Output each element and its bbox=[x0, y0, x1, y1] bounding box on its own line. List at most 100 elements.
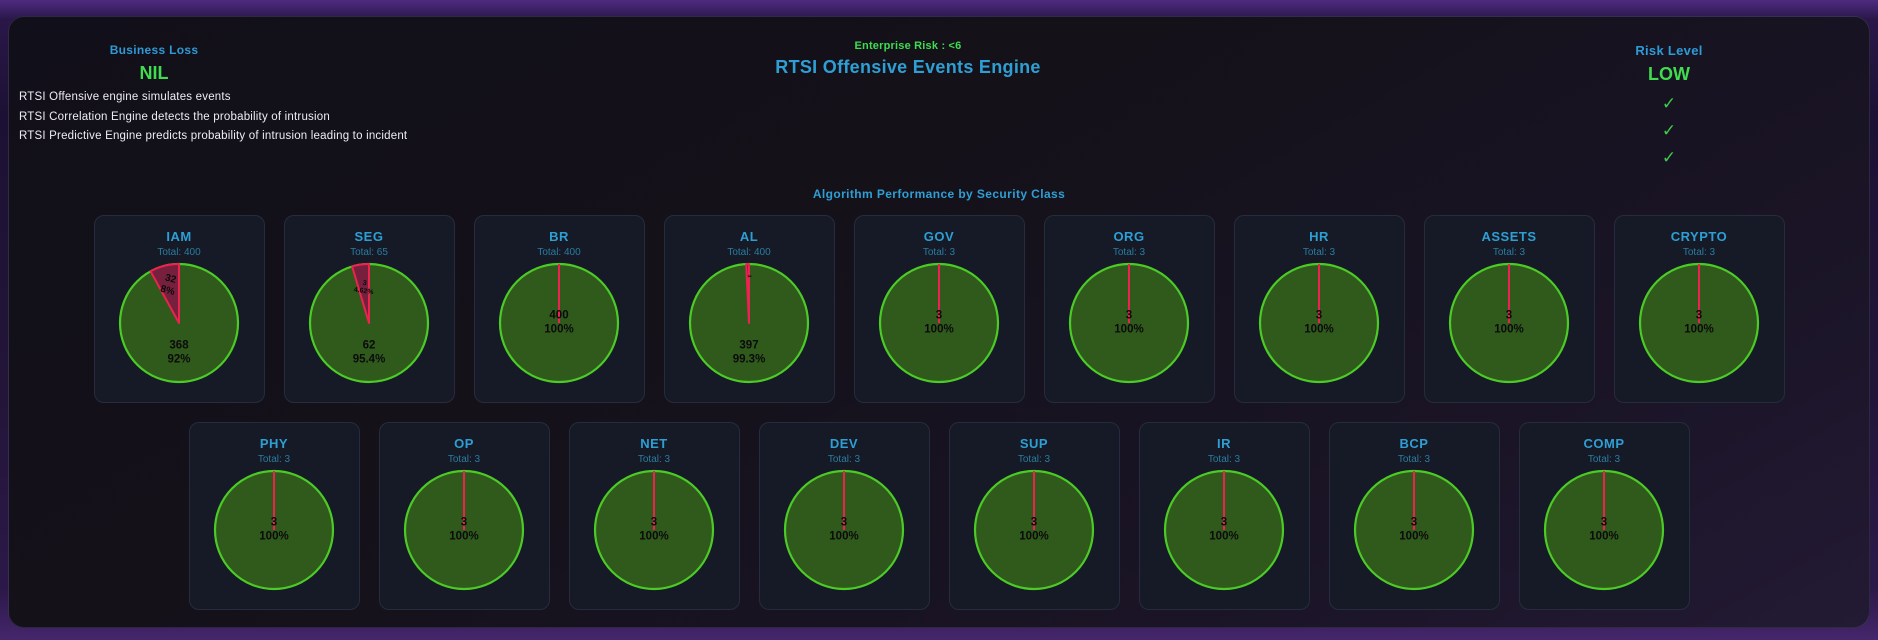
pie-center-label: 400 100% bbox=[544, 309, 573, 338]
pie-red-slice bbox=[745, 263, 750, 324]
pie-percent: 100% bbox=[924, 324, 954, 336]
security-class-panel: OP Total: 3 3 100% bbox=[378, 422, 550, 610]
pie-center-label: 3 100% bbox=[259, 516, 288, 545]
pie-chart[interactable] bbox=[496, 260, 622, 386]
security-class-panel: DEV Total: 3 3 100% bbox=[758, 422, 930, 610]
pie-chart-wrap: 3 100% bbox=[401, 467, 527, 593]
security-class-title: SEG bbox=[354, 229, 384, 244]
pie-chart[interactable] bbox=[306, 260, 432, 386]
engine-description-line: RTSI Predictive Engine predicts probabil… bbox=[19, 130, 408, 142]
pie-red-slice-label: 3 bbox=[745, 274, 752, 278]
total-label: Total: 400 bbox=[727, 247, 771, 258]
pie-chart[interactable] bbox=[1446, 260, 1572, 386]
pie-chart-wrap: 3 100% bbox=[1161, 467, 1287, 593]
security-class-title: BR bbox=[549, 229, 569, 244]
pie-value: 62 bbox=[362, 339, 376, 352]
pie-chart-wrap: 3 100% bbox=[211, 467, 337, 593]
pie-value: 3 bbox=[1600, 516, 1608, 529]
pie-value: 368 bbox=[169, 339, 189, 352]
pie-chart-wrap: 3 100% bbox=[781, 467, 907, 593]
pie-center-label: 3 100% bbox=[1684, 309, 1713, 338]
security-class-panel: HR Total: 3 3 100% bbox=[1233, 215, 1405, 403]
pie-chart-wrap: 397 99.3% 3 bbox=[686, 260, 812, 386]
pie-chart[interactable] bbox=[116, 260, 242, 386]
pie-center-label: 3 100% bbox=[449, 516, 478, 545]
security-class-title: CRYPTO bbox=[1670, 229, 1728, 244]
pie-value: 3 bbox=[460, 516, 468, 529]
pie-chart[interactable] bbox=[1541, 467, 1667, 593]
pie-chart-wrap: 368 92% 32 8% bbox=[116, 260, 242, 386]
business-loss-value: NIL bbox=[139, 63, 169, 83]
security-class-panel: IR Total: 3 3 100% bbox=[1138, 422, 1310, 610]
pie-chart-wrap: 3 100% bbox=[876, 260, 1002, 386]
pie-percent: 100% bbox=[1019, 531, 1049, 543]
total-label: Total: 3 bbox=[1302, 247, 1336, 258]
total-label: Total: 3 bbox=[922, 247, 956, 258]
security-class-title: COMP bbox=[1583, 436, 1625, 451]
pie-chart-wrap: 3 100% bbox=[1446, 260, 1572, 386]
security-class-title: HR bbox=[1309, 229, 1329, 244]
pie-chart-wrap: 3 100% bbox=[971, 467, 1097, 593]
security-class-panel: GOV Total: 3 3 100% bbox=[853, 215, 1025, 403]
pie-value: 3 bbox=[650, 516, 658, 529]
pie-chart[interactable] bbox=[401, 467, 527, 593]
total-label: Total: 400 bbox=[537, 247, 581, 258]
total-label: Total: 3 bbox=[257, 454, 291, 465]
pie-chart[interactable] bbox=[1636, 260, 1762, 386]
pie-value: 3 bbox=[1030, 516, 1038, 529]
total-label: Total: 3 bbox=[1397, 454, 1431, 465]
pie-center-label: 62 95.4% bbox=[353, 339, 386, 368]
pie-center-label: 3 100% bbox=[1399, 516, 1428, 545]
pie-chart[interactable] bbox=[686, 260, 812, 386]
security-class-title: SUP bbox=[1019, 436, 1049, 451]
security-class-panel: SUP Total: 3 3 100% bbox=[948, 422, 1120, 610]
security-class-title: GOV bbox=[923, 229, 955, 244]
security-class-panel: BCP Total: 3 3 100% bbox=[1328, 422, 1500, 610]
total-label: Total: 65 bbox=[350, 247, 388, 258]
pie-row-2: PHY Total: 3 3 100% OP Total: 3 3 100% bbox=[9, 422, 1869, 610]
pie-chart[interactable] bbox=[971, 467, 1097, 593]
pie-value: 3 bbox=[935, 309, 943, 322]
security-class-panel: COMP Total: 3 3 100% bbox=[1518, 422, 1690, 610]
pie-value: 3 bbox=[270, 516, 278, 529]
pie-chart[interactable] bbox=[781, 467, 907, 593]
pie-chart-wrap: 3 100% bbox=[1636, 260, 1762, 386]
security-class-title: ORG bbox=[1113, 229, 1145, 244]
pie-chart[interactable] bbox=[1256, 260, 1382, 386]
security-class-panel: NET Total: 3 3 100% bbox=[568, 422, 740, 610]
pie-chart-wrap: 3 100% bbox=[591, 467, 717, 593]
pie-value: 3 bbox=[1410, 516, 1418, 529]
pie-center-label: 3 100% bbox=[924, 309, 953, 338]
pie-center-label: 3 100% bbox=[1494, 309, 1523, 338]
security-class-title: OP bbox=[454, 436, 474, 451]
pie-center-label: 3 100% bbox=[1019, 516, 1048, 545]
engine-description-line: RTSI Correlation Engine detects the prob… bbox=[19, 110, 330, 123]
total-label: Total: 3 bbox=[1682, 247, 1716, 258]
pie-chart[interactable] bbox=[876, 260, 1002, 386]
security-class-title: PHY bbox=[259, 436, 289, 451]
checkmark-icon: ✓ bbox=[1661, 121, 1677, 140]
pie-chart[interactable] bbox=[211, 467, 337, 593]
security-class-title: AL bbox=[739, 229, 759, 244]
risk-level-label: Risk Level bbox=[1635, 43, 1703, 58]
total-label: Total: 400 bbox=[157, 247, 201, 258]
total-label: Total: 3 bbox=[827, 454, 861, 465]
pie-chart[interactable] bbox=[591, 467, 717, 593]
risk-level-value: LOW bbox=[1647, 64, 1690, 84]
checkmark-icon: ✓ bbox=[1661, 148, 1677, 167]
pie-red-slice-label: 3 4.62% bbox=[353, 279, 374, 297]
pie-chart-wrap: 62 95.4% 3 4.62% bbox=[306, 260, 432, 386]
pie-percent: 100% bbox=[544, 324, 574, 336]
pie-center-label: 397 99.3% bbox=[733, 339, 766, 368]
pie-chart[interactable] bbox=[1161, 467, 1287, 593]
page-header: Enterprise Risk : <6 RTSI Offensive Even… bbox=[775, 40, 1040, 78]
pie-chart[interactable] bbox=[1351, 467, 1477, 593]
total-label: Total: 3 bbox=[637, 454, 671, 465]
pie-red-slice bbox=[351, 263, 370, 324]
pie-percent: 100% bbox=[1114, 324, 1144, 336]
pie-chart[interactable] bbox=[1066, 260, 1192, 386]
pie-center-label: 3 100% bbox=[829, 516, 858, 545]
pie-chart-wrap: 3 100% bbox=[1541, 467, 1667, 593]
risk-level-kpi: Risk Level LOW bbox=[1635, 43, 1702, 85]
security-class-panel: ASSETS Total: 3 3 100% bbox=[1423, 215, 1595, 403]
